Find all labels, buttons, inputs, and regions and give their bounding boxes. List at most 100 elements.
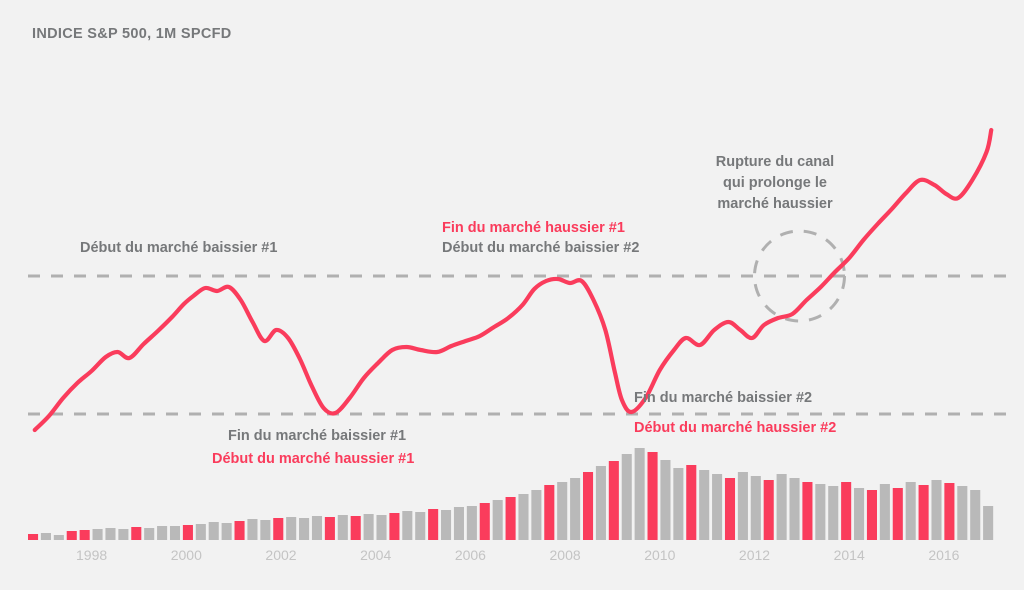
volume-bar — [350, 516, 361, 540]
volume-bar — [699, 470, 710, 540]
volume-bar — [492, 500, 503, 540]
annotation-bull2-start: Début du marché haussier #2 — [634, 420, 837, 436]
volume-bar — [234, 521, 245, 540]
volume-bar — [802, 482, 813, 540]
x-axis-label: 2004 — [360, 547, 392, 563]
volume-bar — [957, 486, 968, 540]
annotation-channel-line3: marché haussier — [717, 196, 833, 212]
price-line — [32, 127, 994, 433]
page-title: INDICE S&P 500, 1M SPCFD — [32, 26, 232, 42]
volume-bar — [750, 476, 761, 540]
highlight-circle — [752, 229, 846, 323]
volume-bar — [92, 529, 103, 540]
annotation-bull1-end: Fin du marché haussier #1 — [442, 220, 625, 236]
volume-bar — [544, 485, 555, 540]
volume-bar — [53, 535, 64, 540]
volume-bar — [105, 528, 116, 540]
volume-bar — [647, 452, 658, 540]
volume-bar — [505, 497, 516, 540]
volume-bar — [311, 516, 323, 540]
annotation-channel-line1: Rupture du canal — [715, 154, 835, 170]
x-axis-label: 2012 — [738, 547, 771, 563]
volume-bar — [428, 509, 439, 540]
volume-bar — [40, 533, 51, 540]
volume-bar — [518, 494, 529, 540]
annotation-channel-line2: qui prolonge le — [723, 175, 827, 191]
volume-bar — [621, 454, 632, 540]
volume-bar — [260, 520, 271, 540]
volume-bar — [376, 515, 387, 540]
volume-bar — [221, 523, 232, 540]
volume-bar — [944, 483, 955, 540]
volume-bar — [208, 522, 219, 540]
volume-bar — [118, 529, 129, 540]
volume-bar — [182, 525, 193, 540]
volume-bar — [918, 485, 929, 540]
volume-bars — [28, 448, 994, 540]
x-axis-label: 2002 — [265, 547, 297, 563]
volume-bar — [879, 484, 890, 540]
volume-bar — [402, 511, 413, 540]
x-axis-label: 2010 — [644, 547, 676, 563]
annotation-bull1-start: Début du marché haussier #1 — [212, 451, 415, 467]
volume-bar — [466, 506, 477, 540]
volume-bar — [453, 507, 464, 540]
volume-bar — [286, 517, 297, 540]
volume-bar — [854, 488, 865, 540]
volume-bar — [570, 478, 581, 540]
volume-bar — [441, 510, 452, 540]
volume-bar — [905, 482, 916, 540]
volume-bar — [789, 478, 800, 540]
volume-bar — [337, 515, 348, 540]
volume-bar — [595, 466, 606, 540]
volume-bar — [131, 527, 142, 540]
annotation-bear1-end: Fin du marché baissier #1 — [228, 428, 407, 444]
volume-bar — [195, 524, 206, 540]
volume-bar — [169, 526, 181, 540]
x-axis-label: 2016 — [928, 547, 960, 563]
volume-bar — [983, 506, 994, 540]
annotation-bear2-end: Fin du marché baissier #2 — [634, 390, 813, 406]
volume-bar — [157, 526, 168, 540]
volume-bar — [763, 480, 774, 540]
volume-bar — [389, 513, 400, 540]
volume-bar — [737, 472, 748, 540]
annotation-channel-break: Rupture du canal qui prolonge le marché … — [700, 152, 850, 215]
volume-bar — [299, 518, 310, 540]
annotation-bear2-start: Début du marché baissier #2 — [442, 240, 640, 256]
volume-bar — [712, 474, 723, 540]
volume-bar — [892, 488, 903, 540]
volume-bar — [970, 490, 981, 540]
x-axis-label: 2000 — [170, 547, 202, 563]
volume-bar — [363, 514, 374, 540]
support-resistance-lines — [28, 274, 1012, 416]
annotation-bear1-start: Début du marché baissier #1 — [80, 240, 278, 256]
volume-bar — [247, 519, 258, 540]
volume-bar — [28, 534, 39, 540]
volume-bar — [479, 503, 490, 540]
volume-bar — [828, 486, 839, 540]
volume-bar — [776, 474, 787, 540]
volume-bar — [634, 448, 645, 540]
volume-bar — [660, 460, 671, 540]
x-axis-label: 2014 — [833, 547, 865, 563]
volume-bar — [724, 478, 736, 540]
x-axis-label: 2008 — [549, 547, 581, 563]
x-axis-label: 1998 — [76, 547, 108, 563]
volume-bar — [66, 531, 77, 540]
volume-bar — [608, 461, 619, 540]
volume-bar — [531, 490, 542, 540]
volume-bar — [144, 528, 155, 540]
volume-bar — [79, 530, 90, 540]
volume-bar — [841, 482, 852, 540]
volume-bar — [324, 517, 335, 540]
volume-bar — [866, 490, 877, 540]
volume-bar — [557, 482, 568, 540]
volume-bar — [931, 480, 942, 540]
volume-bar — [415, 512, 426, 540]
volume-bar — [673, 468, 684, 540]
x-axis-label: 2006 — [454, 547, 486, 563]
volume-bar — [815, 484, 826, 540]
